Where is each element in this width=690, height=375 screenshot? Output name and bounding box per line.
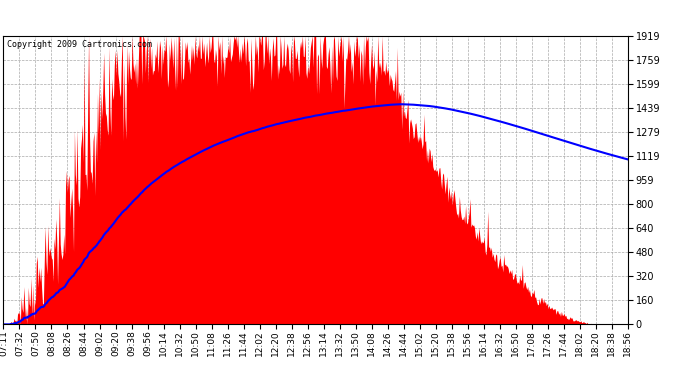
Text: West Array Actual Power (red) & Running Average Power (blue) (Watts) Thu Mar 12 : West Array Actual Power (red) & Running … bbox=[3, 9, 641, 22]
Text: Copyright 2009 Cartronics.com: Copyright 2009 Cartronics.com bbox=[7, 40, 152, 49]
